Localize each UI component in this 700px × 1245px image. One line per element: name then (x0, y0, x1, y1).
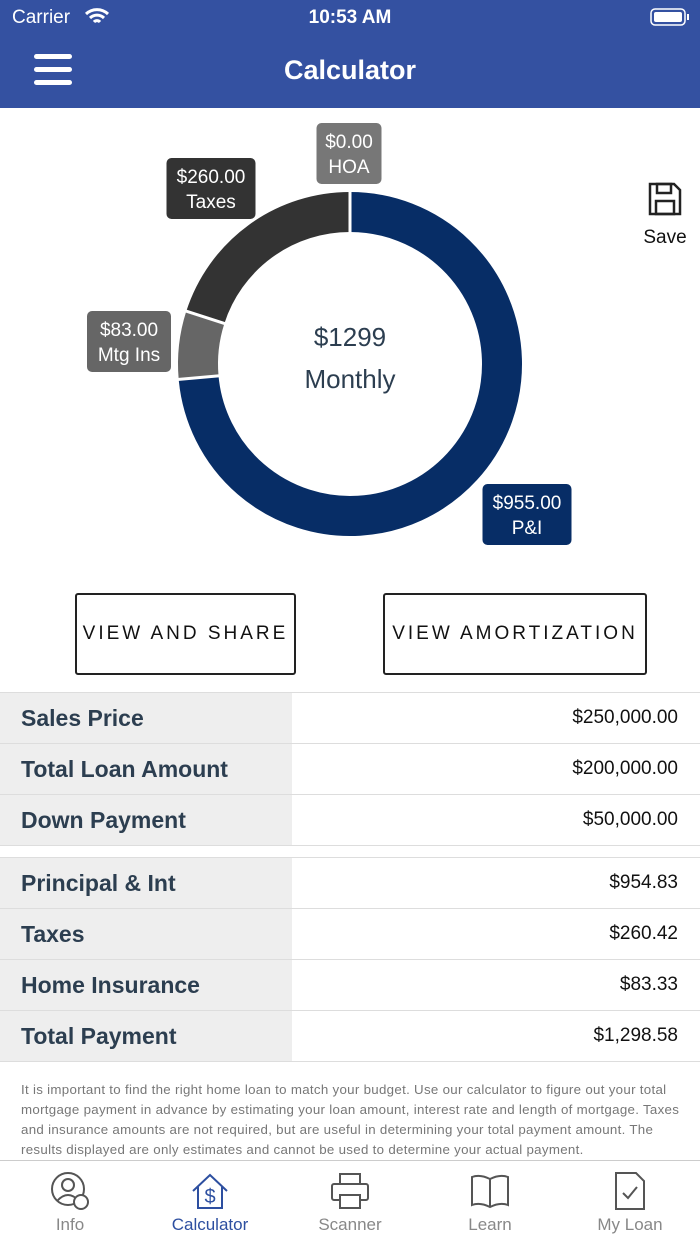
donut-segment (186, 192, 351, 324)
row-value: $954.83 (609, 872, 678, 893)
table-row: Total Loan Amount $200,000.00 (0, 744, 700, 795)
row-value: $200,000.00 (572, 758, 678, 779)
donut-segment (178, 311, 225, 380)
row-label: Total Payment (0, 1011, 292, 1061)
tab-label: My Loan (597, 1215, 663, 1234)
title: Calculator (283, 55, 417, 85)
table-row: Down Payment $50,000.00 (0, 795, 700, 846)
row-value: $250,000.00 (572, 707, 678, 728)
tab-label: Info (55, 1215, 85, 1234)
category-label: Taxes (186, 192, 236, 213)
view-share-button[interactable]: VIEW AND SHARE (75, 593, 296, 675)
tab[interactable]: Learn (420, 1161, 560, 1245)
menu-button[interactable] (34, 54, 72, 86)
save-icon (648, 182, 682, 216)
wifi-icon (84, 8, 110, 24)
row-label: Home Insurance (0, 960, 292, 1010)
tab-label: Scanner (318, 1215, 382, 1234)
disclaimer: It is important to find the right home l… (21, 1082, 680, 1157)
svg-text:$: $ (204, 1186, 215, 1208)
center-value: $1299 (314, 322, 386, 352)
learn-icon (471, 1174, 509, 1209)
value-label: $0.00 (325, 132, 373, 153)
table-row: Taxes $260.42 (0, 909, 700, 960)
save-label: Save (643, 227, 687, 248)
battery-icon (650, 8, 689, 26)
header: Carrier 10:53 AM Calculator (0, 0, 700, 108)
tab[interactable]: Info (0, 1161, 140, 1245)
info-icon (51, 1172, 89, 1210)
table-row: Total Payment $1,298.58 (0, 1011, 700, 1062)
calculator-icon: $ (192, 1173, 228, 1209)
segment-gap (182, 308, 229, 327)
row-label: Taxes (0, 909, 292, 959)
row-label: Sales Price (0, 693, 292, 743)
tab-bar: Info $ Calculator Scanner Learn My Loan (0, 1160, 700, 1245)
tab-label: Learn (468, 1215, 512, 1234)
table-row: Home Insurance $83.33 (0, 960, 700, 1011)
label-box (316, 123, 382, 184)
table-row: Principal & Int $954.83 (0, 858, 700, 909)
loan-table: Sales Price $250,000.00 Total Loan Amount $… (0, 692, 700, 846)
row-label: Down Payment (0, 795, 292, 845)
category-label: Mtg Ins (98, 345, 160, 366)
tab-label: Calculator (171, 1215, 249, 1234)
label-box (482, 484, 572, 545)
center-caption: Monthly (304, 364, 395, 394)
label-box (166, 158, 256, 219)
category-label: P&I (512, 518, 543, 539)
tab[interactable]: $ Calculator (140, 1161, 280, 1245)
table-row: Sales Price $250,000.00 (0, 693, 700, 744)
donut-chart: $1299 Monthly $955.00 P&I $83.00 Mtg Ins $260.… (87, 123, 572, 545)
row-value: $50,000.00 (582, 809, 678, 830)
row-value: $260.42 (609, 923, 678, 944)
category-label: HOA (328, 157, 370, 178)
my-loan-icon (615, 1172, 645, 1210)
value-label: $955.00 (493, 493, 562, 514)
view-amortization-button[interactable]: VIEW AMORTIZATION (383, 593, 647, 675)
row-label: Principal & Int (0, 858, 292, 908)
value-label: $83.00 (100, 320, 158, 341)
label-box (87, 311, 171, 372)
row-label: Total Loan Amount (0, 744, 292, 794)
tab[interactable]: My Loan (560, 1161, 700, 1245)
scanner-icon (331, 1173, 369, 1209)
payment-table: Principal & Int $954.83 Taxes $260.42 Home I… (0, 857, 700, 1062)
value-label: $260.00 (177, 167, 246, 188)
row-value: $1,298.58 (593, 1025, 678, 1046)
carrier: Carrier (12, 7, 71, 28)
segment-gap (174, 373, 223, 382)
save-button[interactable]: Save (640, 182, 690, 249)
row-value: $83.33 (619, 974, 678, 995)
time: 10:53 AM (308, 7, 392, 28)
donut-segment (178, 192, 522, 536)
tab[interactable]: Scanner (280, 1161, 420, 1245)
